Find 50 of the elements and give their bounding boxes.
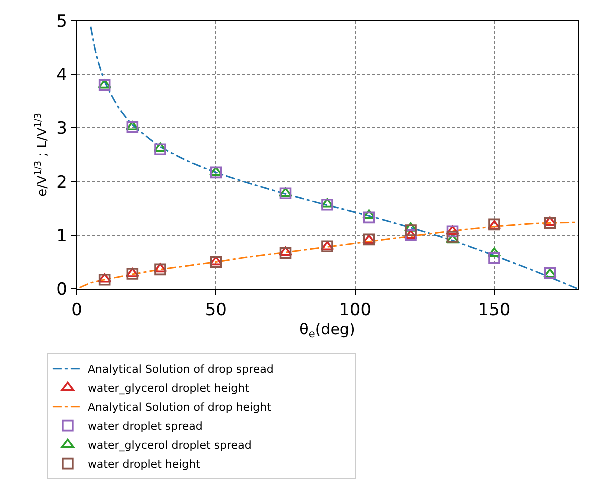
point [98, 273, 112, 283]
point [126, 121, 140, 131]
point [280, 247, 292, 259]
point [154, 263, 168, 273]
legend-label: water droplet spread [88, 420, 203, 434]
point [126, 268, 140, 278]
x-tick-label: 150 [478, 300, 511, 320]
point [98, 79, 111, 92]
point [154, 144, 166, 156]
point [279, 246, 292, 256]
point [446, 231, 459, 243]
point [98, 79, 112, 89]
point [126, 121, 139, 134]
point [405, 224, 417, 236]
legend-label: Analytical Solution of drop spread [88, 363, 274, 376]
point [322, 198, 334, 211]
point [446, 234, 460, 244]
y-tick-label: 0 [56, 280, 68, 300]
point [210, 166, 222, 179]
y-tick-label: 3 [56, 119, 68, 140]
y-tick-label: 1 [56, 226, 68, 246]
legend-label: Analytical Solution of drop height [88, 401, 272, 414]
y-tick-label: 4 [56, 66, 68, 86]
point [363, 212, 376, 224]
y-tick-label: 2 [56, 172, 68, 193]
point [446, 226, 459, 238]
point [154, 264, 166, 276]
x-tick-label: 100 [339, 300, 372, 320]
point [488, 248, 502, 258]
legend-label: water_glycerol droplet height [88, 382, 250, 396]
point [544, 216, 557, 226]
point [446, 226, 460, 236]
x-axis-title: θ$_{e}$(deg) [300, 320, 356, 341]
point [98, 274, 111, 286]
point [279, 188, 292, 197]
point [320, 198, 334, 208]
point [362, 210, 376, 219]
point [544, 217, 556, 229]
point [280, 188, 292, 200]
point [126, 268, 139, 280]
x-tick-label: 50 [205, 300, 227, 320]
line-series [90, 26, 578, 289]
point [210, 256, 223, 266]
legend-label: water_glycerol droplet spread [88, 439, 252, 452]
x-tick-label: 0 [72, 300, 82, 320]
y-tick-label: 5 [56, 12, 68, 32]
legend-label: water droplet height [88, 458, 202, 472]
point [210, 256, 222, 268]
point [488, 252, 500, 264]
point [210, 166, 223, 176]
